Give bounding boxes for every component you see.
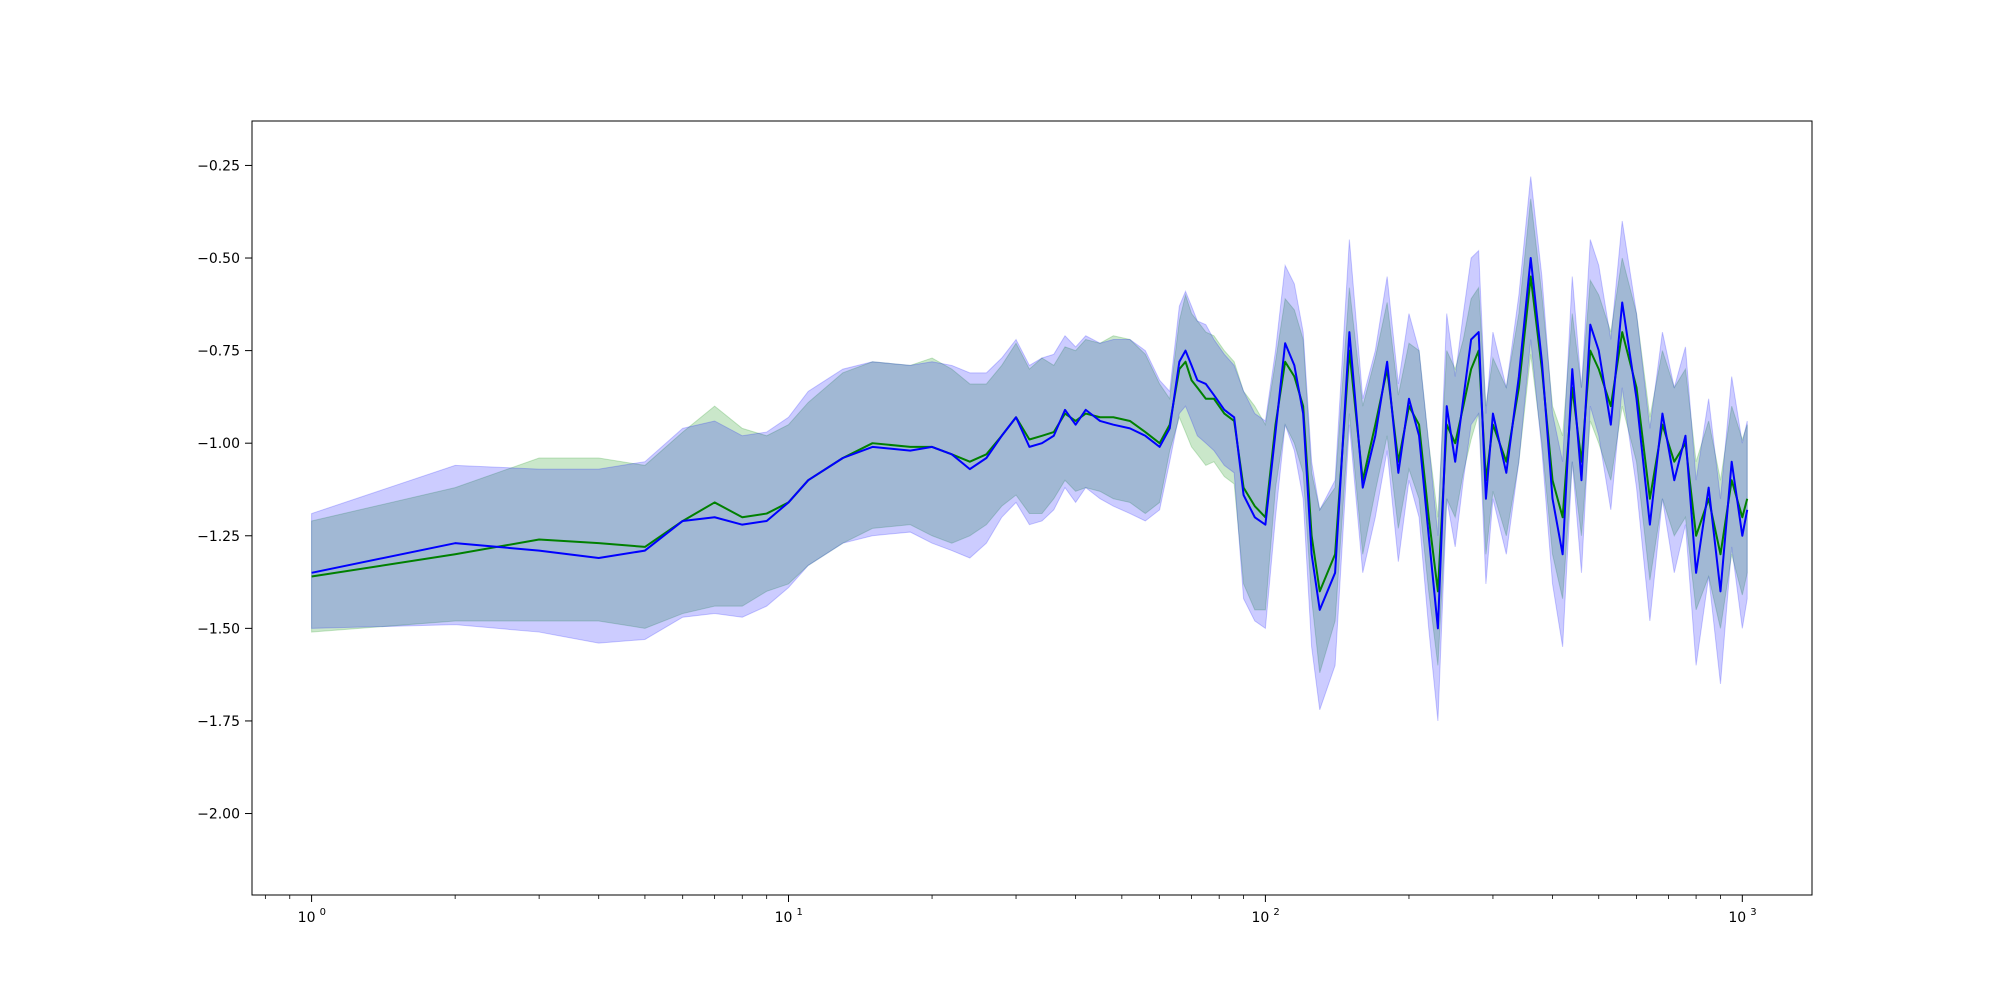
y-tick-label: −2.00 [197, 807, 240, 823]
y-tick-label: −0.25 [197, 158, 240, 174]
y-tick-label: −1.00 [197, 436, 240, 452]
x-tick-label: 10 [1728, 910, 1746, 926]
x-tick-exponent: 2 [1273, 907, 1279, 918]
x-tick-label: 10 [775, 910, 793, 926]
line-series-2 [311, 257, 1749, 630]
y-axis: −0.25 −0.50 −0.75 −1.00 −1.25 −1.50 −1.75 −2.00 [197, 158, 252, 823]
confidence-bands [311, 176, 1748, 721]
x-tick-label: 10 [1251, 910, 1269, 926]
y-tick-label: −0.75 [197, 344, 240, 360]
x-tick-exponent: 3 [1750, 907, 1756, 918]
band-series-1 [311, 198, 1748, 673]
x-tick-exponent: 1 [796, 907, 802, 918]
band-series-2 [311, 176, 1748, 721]
series-lines [311, 257, 1749, 630]
y-tick-label: −1.25 [197, 529, 240, 545]
y-tick-label: −1.75 [197, 714, 240, 730]
x-tick-exponent: 0 [320, 907, 326, 918]
plot-frame [251, 120, 1813, 896]
x-tick-label: 10 [298, 910, 316, 926]
y-tick-label: −1.50 [197, 621, 240, 637]
x-axis: 10 0 10 1 10 2 10 3 [264, 895, 1757, 926]
y-tick-label: −0.50 [197, 251, 240, 267]
